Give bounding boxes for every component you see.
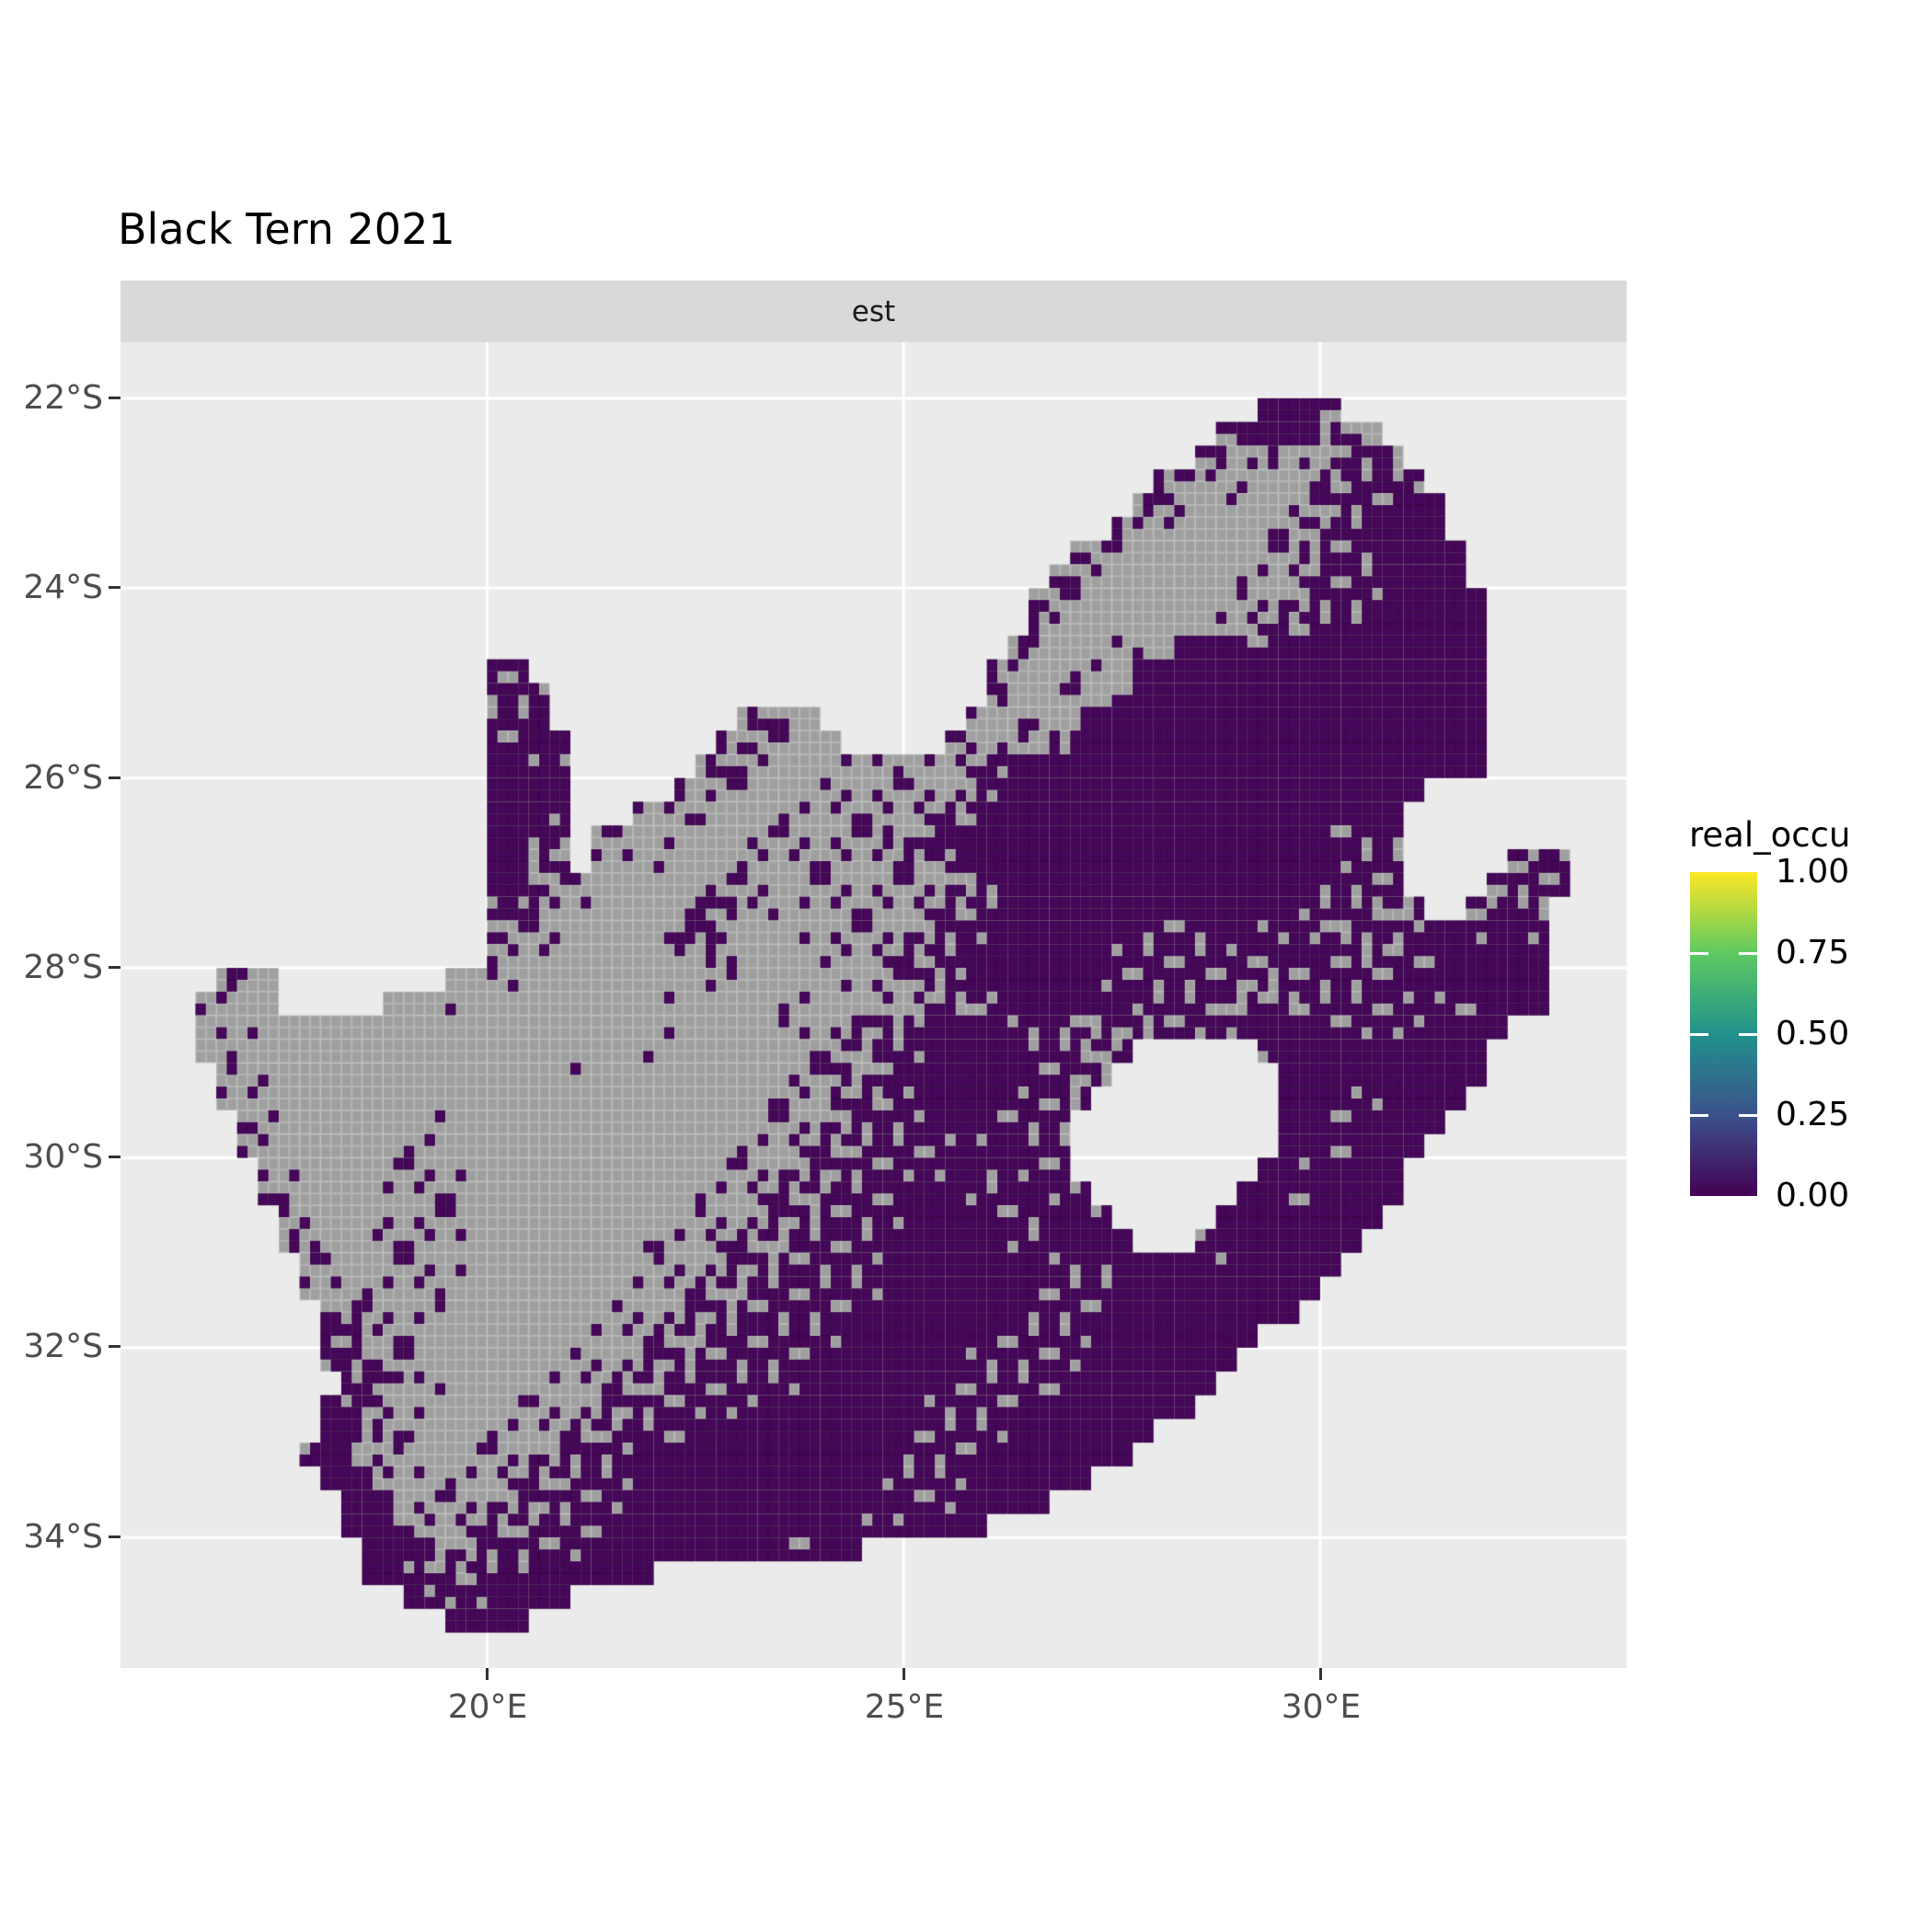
- y-axis-label: 30°S: [23, 1138, 103, 1176]
- occupancy-raster-map: [121, 342, 1627, 1668]
- y-axis-label: 34°S: [23, 1518, 103, 1556]
- legend-tick-mark: [1739, 1033, 1757, 1036]
- facet-strip-label: est: [851, 294, 896, 328]
- y-axis-label: 22°S: [23, 379, 103, 417]
- x-axis-label: 30°E: [1281, 1688, 1362, 1726]
- legend-tick-mark: [1739, 1114, 1757, 1117]
- x-tick-mark: [486, 1668, 489, 1680]
- y-tick-mark: [109, 1156, 121, 1158]
- x-tick-mark: [903, 1668, 905, 1680]
- legend-tick-mark: [1690, 952, 1708, 955]
- plot-panel: [121, 342, 1627, 1668]
- legend-tick-label: 0.75: [1776, 934, 1850, 972]
- legend-tick-mark: [1739, 952, 1757, 955]
- legend-tick-label: 0.25: [1776, 1096, 1850, 1133]
- plot-title: Black Tern 2021: [118, 204, 455, 254]
- y-tick-mark: [109, 966, 121, 969]
- legend-tick-label: 0.00: [1776, 1177, 1850, 1214]
- y-tick-mark: [109, 397, 121, 399]
- y-axis-label: 28°S: [23, 949, 103, 986]
- x-tick-mark: [1319, 1668, 1322, 1680]
- y-tick-mark: [109, 1345, 121, 1348]
- y-tick-mark: [109, 776, 121, 779]
- legend-tick-label: 1.00: [1776, 853, 1850, 891]
- legend-tick-mark: [1690, 1114, 1708, 1117]
- legend-title: real_occu: [1689, 815, 1851, 855]
- x-axis-label: 20°E: [447, 1688, 528, 1726]
- y-tick-mark: [109, 1535, 121, 1538]
- legend-colorbar: [1690, 872, 1757, 1196]
- y-axis-label: 32°S: [23, 1328, 103, 1365]
- x-axis-label: 25°E: [864, 1688, 945, 1726]
- y-axis-label: 24°S: [23, 569, 103, 606]
- y-tick-mark: [109, 586, 121, 589]
- legend-tick-label: 0.50: [1776, 1015, 1850, 1052]
- y-axis-label: 26°S: [23, 759, 103, 797]
- legend-tick-mark: [1690, 1033, 1708, 1036]
- facet-strip: est: [121, 281, 1627, 342]
